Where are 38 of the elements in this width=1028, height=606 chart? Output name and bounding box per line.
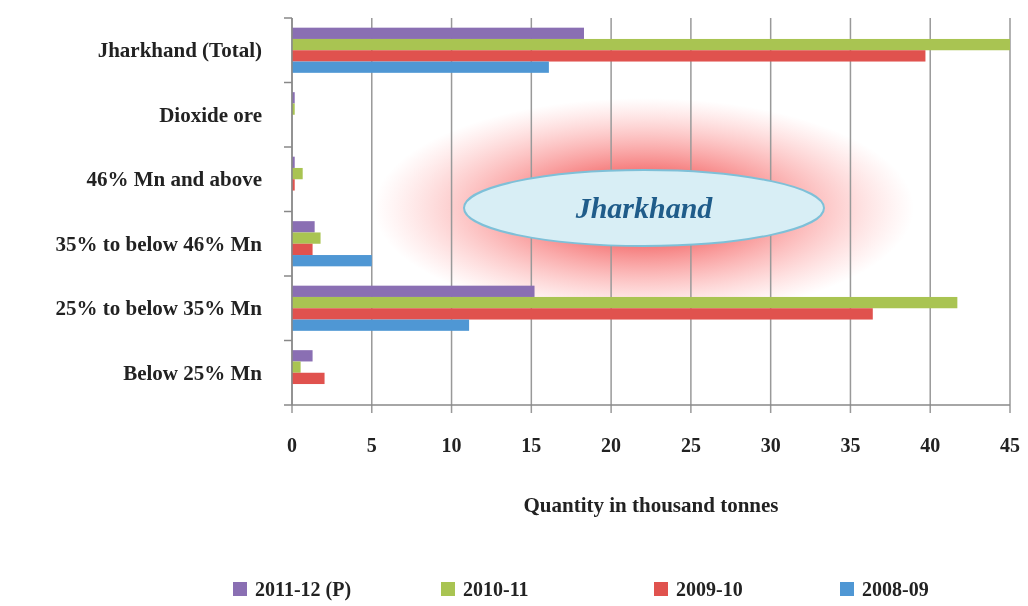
x-tick-label: 40: [920, 434, 941, 456]
x-tick-label: 15: [521, 434, 542, 456]
y-tick-label: Below 25% Mn: [123, 360, 263, 385]
bar: [292, 61, 549, 73]
y-tick-label: 35% to below 46% Mn: [55, 231, 263, 256]
bar: [292, 350, 313, 362]
legend-label: 2010-11: [463, 578, 529, 600]
legend-label: 2009-10: [676, 578, 743, 600]
x-tick-label: 5: [366, 434, 377, 456]
bar: [292, 319, 470, 331]
x-tick-label: 45: [1000, 434, 1020, 456]
y-tick-label: 25% to below 35% Mn: [55, 296, 263, 321]
bar: [292, 221, 315, 233]
legend-label: 2011-12 (P): [255, 578, 352, 601]
legend-label: 2008-09: [862, 578, 929, 600]
bar: [292, 372, 325, 385]
bar: [292, 50, 926, 62]
bar: [292, 308, 873, 320]
bar: [292, 296, 958, 309]
x-tick-label: 25: [680, 434, 701, 456]
bar: [292, 232, 321, 244]
y-tick-label: 46% Mn and above: [86, 167, 262, 192]
x-tick-label: 30: [760, 434, 781, 456]
bar: [292, 361, 301, 373]
x-tick-label: 0: [287, 434, 297, 456]
x-tick-label: 20: [601, 434, 622, 456]
bar: [292, 243, 313, 256]
x-tick-label: 10: [441, 434, 462, 456]
bar: [292, 27, 584, 39]
bar: [292, 285, 535, 297]
y-tick-label: Jharkhand (Total): [97, 38, 262, 63]
x-axis-title: Quantity in thousand tonnes: [523, 493, 779, 517]
bar: [292, 38, 1010, 51]
bar: [292, 167, 303, 180]
bar: [292, 255, 372, 267]
y-tick-label: Dioxide ore: [159, 102, 262, 127]
x-tick-label: 35: [840, 434, 861, 456]
annotation: Jharkhand: [574, 191, 714, 224]
